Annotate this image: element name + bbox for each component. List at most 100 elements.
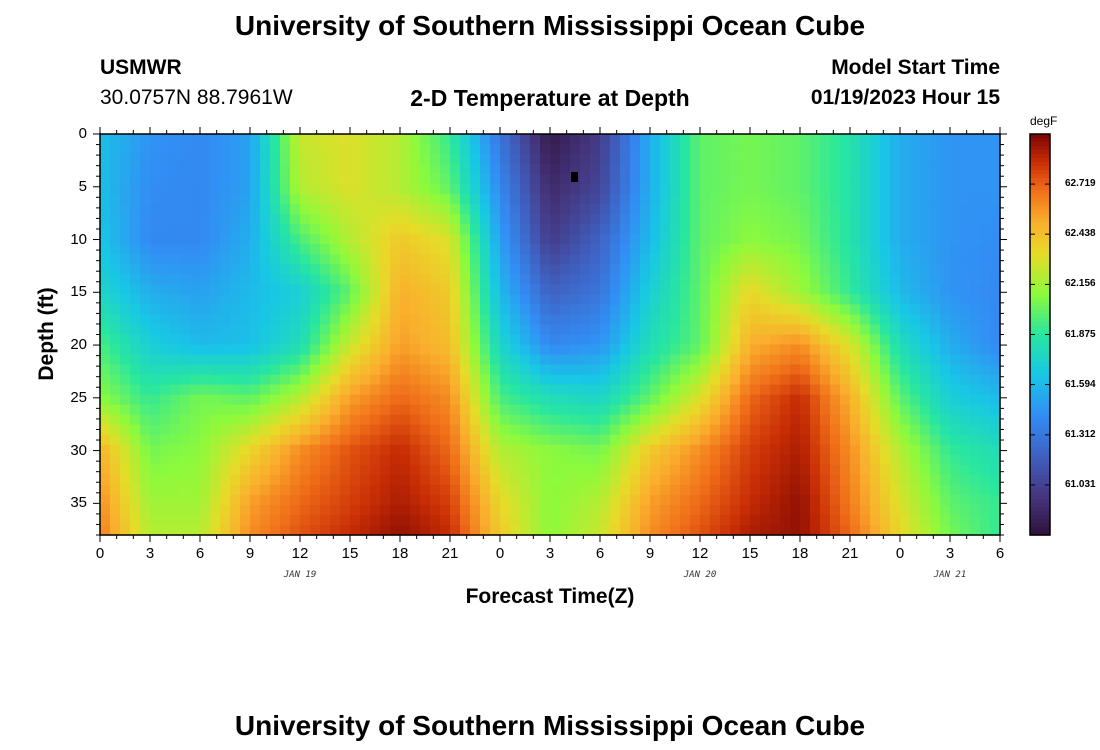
- heatmap-cell: [700, 244, 711, 255]
- heatmap-cell: [670, 254, 681, 265]
- heatmap-cell: [670, 294, 681, 306]
- heatmap-cell: [210, 464, 221, 476]
- heatmap-cell: [810, 284, 821, 296]
- colorbar-unit: degF: [1030, 114, 1058, 128]
- heatmap-cell: [190, 274, 201, 285]
- heatmap-cell: [880, 464, 891, 476]
- heatmap-cell: [670, 144, 681, 155]
- heatmap-cell: [120, 364, 131, 376]
- heatmap-cell: [980, 274, 991, 285]
- heatmap-cell: [760, 424, 771, 436]
- heatmap-cell: [200, 524, 211, 536]
- heatmap-cell: [600, 214, 611, 225]
- heatmap-cell: [590, 434, 601, 446]
- heatmap-cell: [230, 204, 241, 215]
- heatmap-cell: [920, 214, 931, 225]
- heatmap-cell: [930, 354, 941, 366]
- heatmap-cell: [130, 324, 141, 336]
- heatmap-cell: [920, 444, 931, 456]
- heatmap-cell: [630, 234, 641, 245]
- heatmap-cell: [630, 414, 641, 426]
- heatmap-cell: [840, 274, 851, 285]
- heatmap-cell: [170, 314, 181, 326]
- heatmap-cell: [910, 344, 921, 356]
- heatmap-cell: [890, 174, 901, 185]
- colorbar-cell: [1030, 258, 1050, 263]
- heatmap-cell: [260, 254, 271, 265]
- heatmap-cell: [640, 324, 651, 336]
- heatmap-cell: [120, 314, 131, 326]
- heatmap-cell: [990, 334, 1001, 346]
- heatmap-cell: [550, 344, 561, 356]
- heatmap-cell: [320, 514, 331, 526]
- heatmap-cell: [570, 244, 581, 255]
- heatmap-cell: [240, 284, 251, 296]
- heatmap-cell: [570, 294, 581, 306]
- heatmap-cell: [920, 484, 931, 496]
- heatmap-cell: [840, 234, 851, 245]
- heatmap-cell: [690, 254, 701, 265]
- heatmap-cell: [880, 364, 891, 376]
- heatmap-cell: [630, 154, 641, 165]
- heatmap-cell: [470, 284, 481, 296]
- heatmap-cell: [440, 434, 451, 446]
- heatmap-cell: [650, 514, 661, 526]
- heatmap-cell: [540, 264, 551, 275]
- heatmap-cell: [360, 394, 371, 406]
- heatmap-cell: [610, 524, 621, 536]
- heatmap-cell: [130, 374, 141, 386]
- heatmap-cell: [250, 354, 261, 366]
- heatmap-cell: [480, 324, 491, 336]
- heatmap-cell: [240, 454, 251, 466]
- heatmap-cell: [920, 364, 931, 376]
- heatmap-cell: [730, 154, 741, 165]
- heatmap-cell: [850, 414, 861, 426]
- heatmap-cell: [250, 374, 261, 386]
- heatmap-cell: [610, 184, 621, 195]
- heatmap-cell: [800, 334, 811, 346]
- heatmap-cell: [780, 174, 791, 185]
- heatmap-cell: [400, 524, 411, 536]
- heatmap-cell: [380, 384, 391, 396]
- heatmap-cell: [160, 224, 171, 235]
- heatmap-cell: [540, 274, 551, 285]
- heatmap-cell: [380, 204, 391, 215]
- heatmap-cell: [370, 334, 381, 346]
- heatmap-cell: [550, 514, 561, 526]
- heatmap-cell: [230, 404, 241, 416]
- heatmap-cell: [450, 234, 461, 245]
- heatmap-cell: [240, 314, 251, 326]
- heatmap-cell: [650, 304, 661, 316]
- heatmap-cell: [360, 254, 371, 265]
- heatmap-cell: [770, 334, 781, 346]
- heatmap-cell: [630, 454, 641, 466]
- heatmap-cell: [840, 164, 851, 175]
- heatmap-cell: [720, 334, 731, 346]
- heatmap-cell: [360, 344, 371, 356]
- heatmap-cell: [900, 334, 911, 346]
- heatmap-cell: [320, 154, 331, 165]
- colorbar-cell: [1030, 158, 1050, 163]
- heatmap-cell: [520, 334, 531, 346]
- heatmap-cell: [290, 514, 301, 526]
- heatmap-cell: [780, 434, 791, 446]
- heatmap-cell: [500, 474, 511, 486]
- heatmap-cell: [290, 464, 301, 476]
- colorbar-cell: [1030, 362, 1050, 368]
- heatmap-cell: [770, 324, 781, 336]
- heatmap-cell: [930, 394, 941, 406]
- heatmap-cell: [680, 214, 691, 225]
- heatmap-cell: [460, 204, 471, 215]
- heatmap-cell: [440, 364, 451, 376]
- heatmap-cell: [390, 344, 401, 356]
- heatmap-cell: [760, 524, 771, 536]
- heatmap-cell: [360, 314, 371, 326]
- heatmap-cell: [580, 204, 591, 215]
- heatmap-cell: [650, 214, 661, 225]
- colorbar-cell: [1030, 514, 1050, 520]
- heatmap-cell: [960, 204, 971, 215]
- heatmap-cell: [480, 154, 491, 165]
- heatmap-cell: [360, 414, 371, 426]
- heatmap-cell: [800, 414, 811, 426]
- heatmap-cell: [940, 444, 951, 456]
